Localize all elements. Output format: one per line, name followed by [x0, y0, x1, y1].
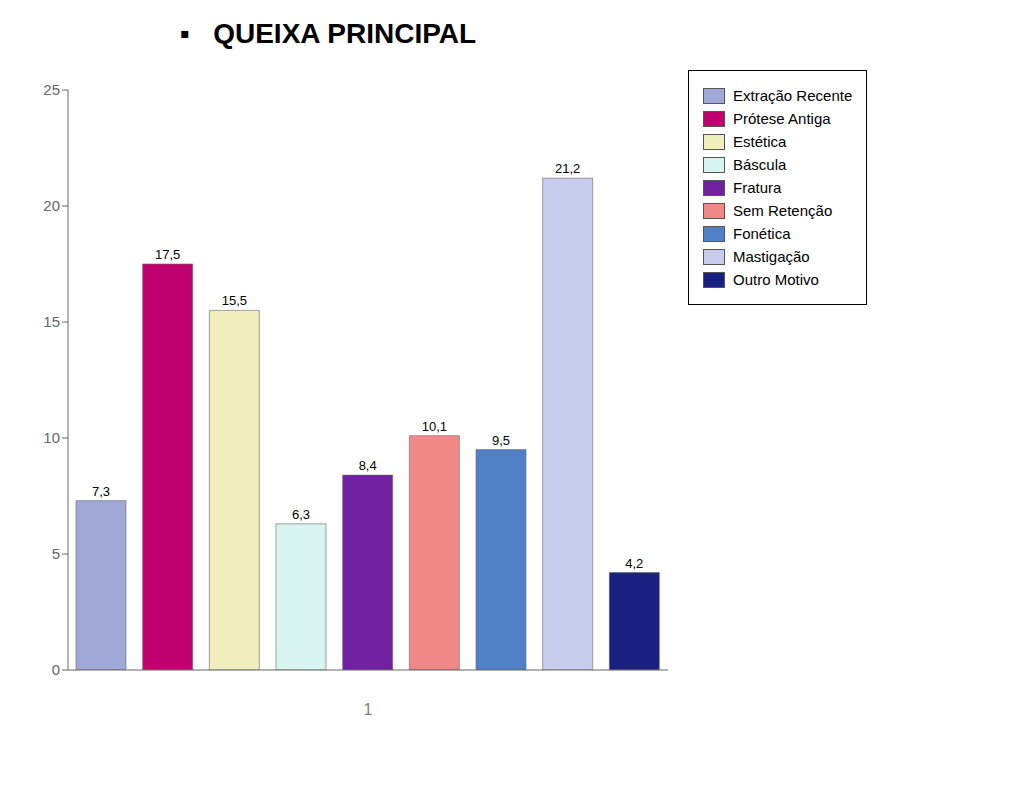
svg-text:6,3: 6,3 — [292, 507, 310, 522]
svg-text:7,3: 7,3 — [92, 484, 110, 499]
html-text:Sem Retenção: Sem Retenção — [733, 202, 833, 219]
html-text:Prótese Antiga: Prótese Antiga — [733, 110, 831, 127]
svg-text:10: 10 — [43, 429, 60, 446]
html-text:Báscula: Báscula — [733, 156, 787, 173]
html-text:Mastigação: Mastigação — [733, 248, 810, 265]
svg-text:4,2: 4,2 — [625, 556, 643, 571]
html-text:Fonética: Fonética — [733, 225, 791, 242]
svg-text:1: 1 — [364, 701, 373, 718]
svg-text:20: 20 — [43, 197, 60, 214]
html-text:Outro Motivo: Outro Motivo — [733, 271, 819, 288]
svg-text:5: 5 — [52, 545, 60, 562]
svg-text:17,5: 17,5 — [155, 247, 180, 262]
html-text:▪ QUEIXA PRINCIPAL: ▪ QUEIXA PRINCIPAL — [179, 18, 477, 49]
html-text:Extração Recente: Extração Recente — [733, 87, 853, 104]
svg-text:15,5: 15,5 — [222, 293, 247, 308]
svg-text:9,5: 9,5 — [492, 433, 510, 448]
svg-text:21,2: 21,2 — [555, 161, 580, 176]
svg-text:10,1: 10,1 — [422, 419, 447, 434]
svg-text:15: 15 — [43, 313, 60, 330]
html-text:Estética: Estética — [733, 133, 787, 150]
svg-text:0: 0 — [52, 661, 60, 678]
html-text:Fratura: Fratura — [733, 179, 782, 196]
svg-text:25: 25 — [43, 81, 60, 98]
svg-text:8,4: 8,4 — [359, 458, 377, 473]
